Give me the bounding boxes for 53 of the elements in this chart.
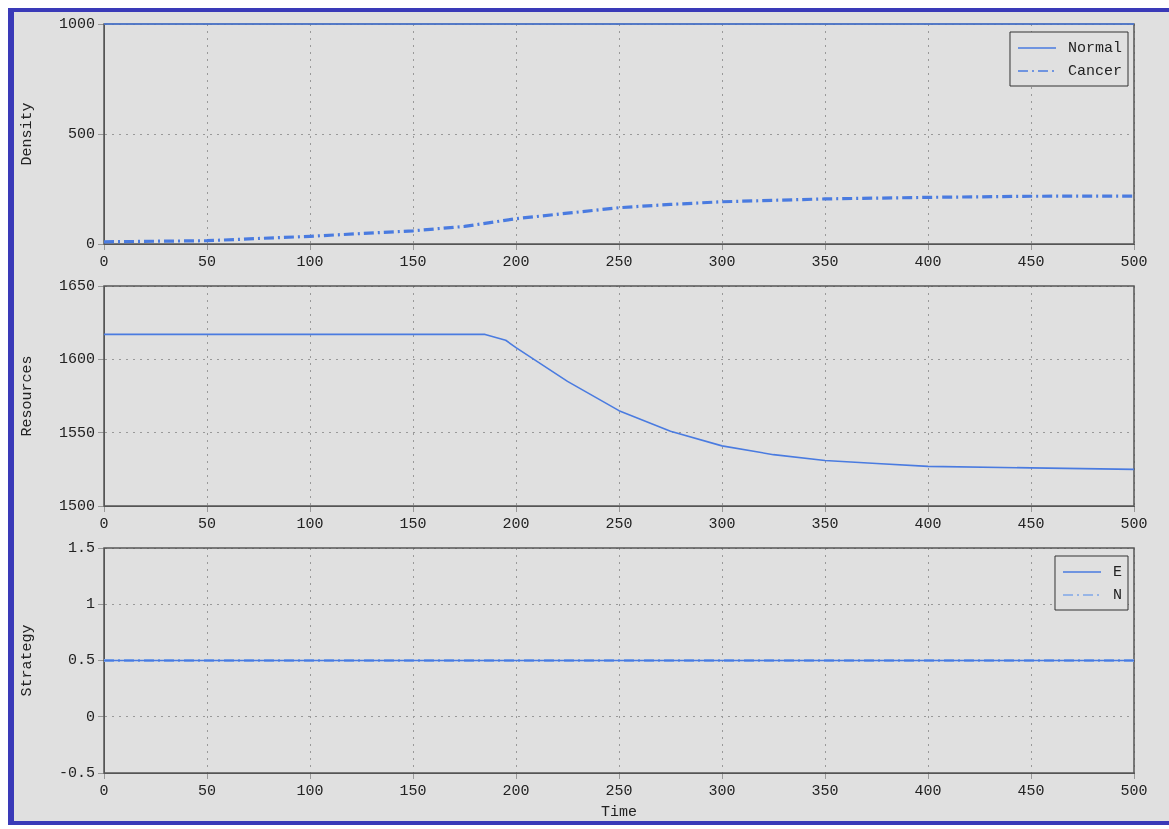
y-axis-title: Strategy xyxy=(18,624,36,697)
x-tick-label: 200 xyxy=(502,515,530,533)
x-tick-label: 250 xyxy=(605,782,633,800)
x-tick-label: 450 xyxy=(1017,253,1045,271)
x-tick-label: 300 xyxy=(708,782,736,800)
x-tick-label: 200 xyxy=(502,253,530,271)
legend-label: Cancer xyxy=(1067,62,1122,80)
y-tick-label: 1.5 xyxy=(67,539,95,557)
y-tick-label: 500 xyxy=(67,125,95,143)
x-tick-label: 400 xyxy=(914,515,942,533)
x-tick-label: 150 xyxy=(399,782,427,800)
y-tick-label: 0 xyxy=(85,708,95,726)
y-tick-label: 1650 xyxy=(58,277,95,295)
y-tick-label: 0.5 xyxy=(67,652,95,670)
y-tick-label: 0 xyxy=(85,235,95,253)
x-axis-title: Time xyxy=(600,803,638,821)
y-axis-title: Resources xyxy=(18,355,36,437)
x-tick-label: 50 xyxy=(197,515,217,533)
x-tick-label: 450 xyxy=(1017,782,1045,800)
x-tick-label: 100 xyxy=(296,782,324,800)
legend-label: E xyxy=(1112,563,1122,581)
y-tick-label: 1600 xyxy=(58,351,95,369)
x-tick-label: 300 xyxy=(708,253,736,271)
x-tick-label: 350 xyxy=(811,515,839,533)
x-tick-label: 250 xyxy=(605,253,633,271)
x-tick-label: 500 xyxy=(1120,515,1148,533)
y-tick-label: 1000 xyxy=(58,15,95,33)
x-tick-label: 100 xyxy=(296,515,324,533)
x-tick-label: 0 xyxy=(99,253,109,271)
x-tick-label: 400 xyxy=(914,253,942,271)
x-tick-label: 0 xyxy=(99,782,109,800)
legend-label: N xyxy=(1112,586,1122,604)
x-tick-label: 0 xyxy=(99,515,109,533)
x-tick-label: 250 xyxy=(605,515,633,533)
x-tick-label: 450 xyxy=(1017,515,1045,533)
x-tick-label: 300 xyxy=(708,515,736,533)
y-tick-label: 1500 xyxy=(58,497,95,515)
y-tick-label: 1 xyxy=(85,596,95,614)
legend-label: Normal xyxy=(1067,39,1122,57)
x-tick-label: 50 xyxy=(197,253,217,271)
x-tick-label: 100 xyxy=(296,253,324,271)
y-axis-title: Density xyxy=(18,102,36,166)
x-tick-label: 350 xyxy=(811,782,839,800)
y-tick-label: -0.5 xyxy=(58,764,95,782)
x-tick-label: 350 xyxy=(811,253,839,271)
x-tick-label: 200 xyxy=(502,782,530,800)
x-tick-label: 500 xyxy=(1120,782,1148,800)
x-tick-label: 400 xyxy=(914,782,942,800)
x-tick-label: 150 xyxy=(399,515,427,533)
y-tick-label: 1550 xyxy=(58,424,95,442)
x-tick-label: 500 xyxy=(1120,253,1148,271)
x-tick-label: 150 xyxy=(399,253,427,271)
x-tick-label: 50 xyxy=(197,782,217,800)
